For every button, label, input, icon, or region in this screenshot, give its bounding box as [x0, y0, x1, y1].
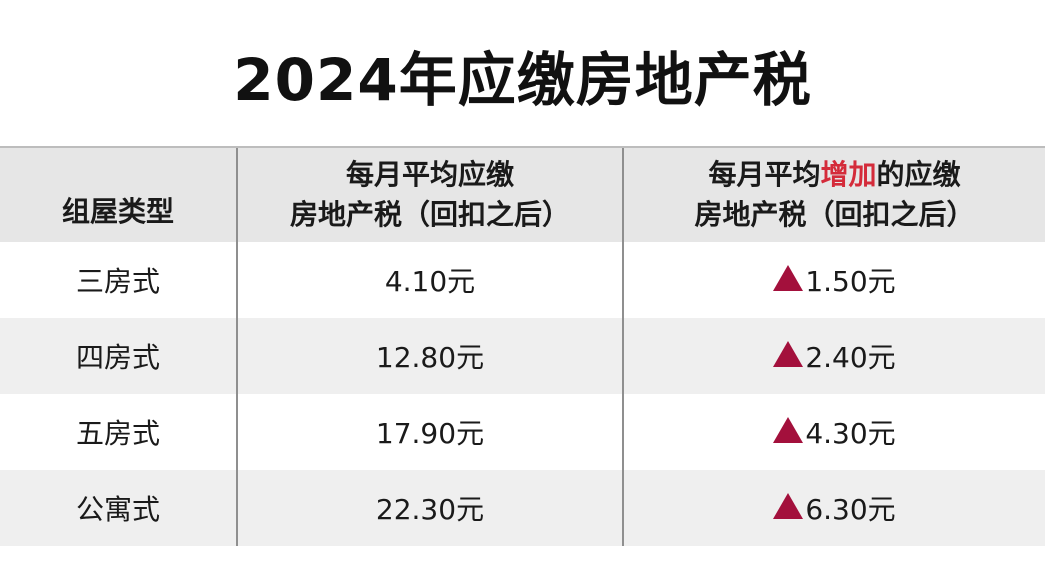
header-monthly-increase-line2: 房地产税（回扣之后） — [694, 198, 975, 231]
header-increase-accent: 增加 — [820, 158, 877, 191]
increase-amount: 2.40元 — [805, 341, 896, 374]
up-triangle-icon — [773, 341, 804, 367]
table-row: 五房式 17.90元 4.30元 — [0, 394, 1045, 470]
up-triangle-icon — [773, 493, 804, 519]
increase-amount: 1.50元 — [805, 265, 896, 298]
header-house-type: 组屋类型 — [0, 148, 238, 242]
table-row: 公寓式 22.30元 6.30元 — [0, 470, 1045, 546]
increase-value: 1.50元 — [773, 260, 896, 300]
house-type-cell: 三房式 — [0, 242, 238, 318]
monthly-tax-cell: 17.90元 — [238, 394, 624, 470]
monthly-tax-cell: 4.10元 — [238, 242, 624, 318]
table-header-row: 组屋类型 每月平均应缴 房地产税（回扣之后） 每月平均增加的应缴 房地产税（回扣… — [0, 146, 1045, 242]
header-house-type-label: 组屋类型 — [61, 195, 174, 228]
house-type-cell: 五房式 — [0, 394, 238, 470]
increase-value: 4.30元 — [773, 412, 896, 452]
header-monthly-tax-line2: 房地产税（回扣之后） — [289, 198, 570, 231]
header-monthly-tax-line1: 每月平均应缴 — [345, 158, 514, 191]
monthly-tax-cell: 12.80元 — [238, 318, 624, 394]
header-monthly-tax: 每月平均应缴 房地产税（回扣之后） — [238, 148, 624, 242]
increase-cell: 1.50元 — [624, 242, 1045, 318]
increase-cell: 2.40元 — [624, 318, 1045, 394]
increase-cell: 4.30元 — [624, 394, 1045, 470]
page-title: 2024年应缴房地产税 — [233, 46, 812, 114]
header-monthly-increase: 每月平均增加的应缴 房地产税（回扣之后） — [624, 148, 1045, 242]
up-triangle-icon — [773, 417, 804, 443]
increase-cell: 6.30元 — [624, 470, 1045, 546]
header-increase-pre: 每月平均 — [708, 158, 821, 191]
increase-value: 2.40元 — [773, 336, 896, 376]
monthly-tax-cell: 22.30元 — [238, 470, 624, 546]
house-type-cell: 公寓式 — [0, 470, 238, 546]
header-monthly-increase-line1: 每月平均增加的应缴 — [708, 155, 960, 195]
increase-amount: 4.30元 — [805, 417, 896, 450]
table-row: 三房式 4.10元 1.50元 — [0, 242, 1045, 318]
increase-amount: 6.30元 — [805, 493, 896, 526]
table-row: 四房式 12.80元 2.40元 — [0, 318, 1045, 394]
header-increase-post: 的应缴 — [876, 158, 961, 191]
increase-value: 6.30元 — [773, 488, 896, 528]
house-type-cell: 四房式 — [0, 318, 238, 394]
up-triangle-icon — [773, 265, 804, 291]
tax-table: 组屋类型 每月平均应缴 房地产税（回扣之后） 每月平均增加的应缴 房地产税（回扣… — [0, 146, 1045, 546]
